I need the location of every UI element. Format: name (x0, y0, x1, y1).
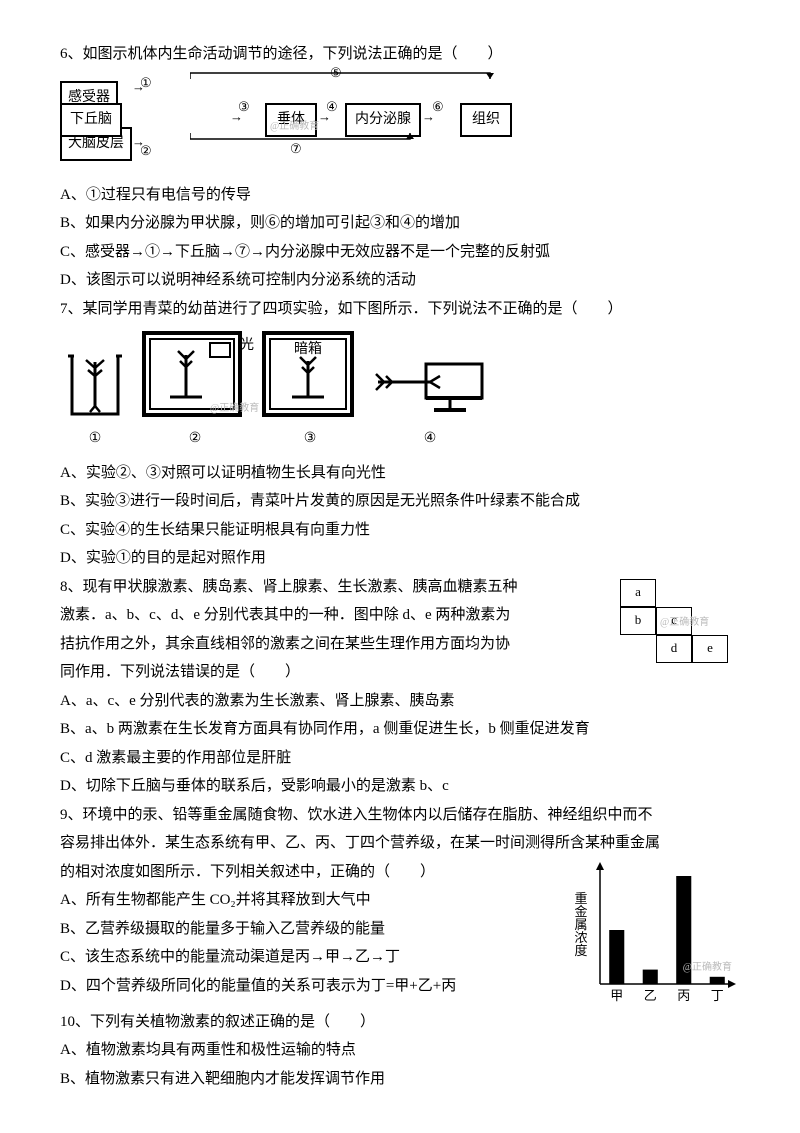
lbl-6: ⑥ (432, 95, 444, 120)
lbl-3: ③ (238, 95, 250, 120)
cell-c: c (656, 607, 692, 635)
q9-stem1: 9、环境中的汞、铅等重金属随食物、饮水进入生物体内以后储存在脂肪、神经组织中而不 (60, 801, 740, 830)
q7-D: D、实验①的目的是起对照作用 (60, 544, 740, 573)
lbl-5: ⑤ (330, 61, 342, 86)
lbl-1: ① (140, 71, 152, 96)
svg-text:甲: 甲 (610, 988, 623, 1003)
q6-A: A、①过程只有电信号的传导 (60, 181, 740, 210)
q6-stem: 6、如图示机体内生命活动调节的途径，下列说法正确的是（ ） (60, 40, 740, 69)
cell-e: e (692, 635, 728, 663)
q8-C: C、d 激素最主要的作用部位是肝脏 (60, 744, 740, 773)
q9-B: B、乙营养级摄取的能量多于输入乙营养级的能量 (60, 915, 560, 944)
node-xqn: 下丘脑 (60, 103, 122, 138)
cell-b: b (620, 607, 656, 635)
svg-text:乙: 乙 (644, 988, 657, 1003)
fig-label-1: ① (89, 426, 102, 453)
fig-label-3: ③ (304, 426, 317, 453)
q9-D: D、四个营养级所同化的能量值的关系可表示为丁=甲+乙+丙 (60, 972, 560, 1001)
q10-B: B、植物激素只有进入靶细胞内才能发挥调节作用 (60, 1065, 740, 1094)
fig-label-2: ② (189, 426, 202, 453)
node-zz: 组织 (460, 103, 512, 138)
cell-d: d (656, 635, 692, 663)
q8-stem2: 激素．a、b、c、d、e 分别代表其中的一种．图中除 d、e 两种激素为 (60, 601, 610, 630)
q8-B: B、a、b 两激素在生长发育方面具有协同作用，a 侧重促进生长，b 侧重促进发育 (60, 715, 740, 744)
svg-text:丁: 丁 (711, 988, 724, 1003)
fig-label-4: ④ (424, 426, 437, 453)
q8-stem3: 拮抗作用之外，其余直线相邻的激素之间在某些生理作用方面均为协 (60, 630, 610, 659)
q9-A: A、所有生物都能产生 CO₂并将其释放到大气中 (60, 886, 560, 915)
q8-grid: a b c d e @正确教育 (620, 573, 740, 663)
q8-D: D、切除下丘脑与垂体的联系后，受影响最小的是激素 b、c (60, 772, 740, 801)
q10-A: A、植物激素均具有两重性和极性运输的特点 (60, 1036, 740, 1065)
q7-B: B、实验③进行一段时间后，青菜叶片发黄的原因是无光照条件叶绿素不能合成 (60, 487, 740, 516)
q9-C: C、该生态系统中的能量流动渠道是丙→甲→乙→丁 (60, 943, 560, 972)
q8-block: 8、现有甲状腺激素、胰岛素、肾上腺素、生长激素、胰高血糖素五种 激素．a、b、c… (60, 573, 740, 687)
svg-text:重金属浓度: 重金属浓度 (573, 891, 588, 957)
q7-figures: ① 光 ② 暗箱 ③ (60, 329, 740, 453)
q8-A: A、a、c、e 分别代表的激素为生长激素、肾上腺素、胰岛素 (60, 687, 740, 716)
svg-text:丙: 丙 (677, 988, 690, 1003)
label-guang: 光 (240, 333, 254, 360)
lbl-7: ⑦ (290, 137, 302, 162)
q8-stem1: 8、现有甲状腺激素、胰岛素、肾上腺素、生长激素、胰高血糖素五种 (60, 573, 610, 602)
lbl-4: ④ (326, 95, 338, 120)
q9-stem2: 容易排出体外．某生态系统有甲、乙、丙、丁四个营养级，在某一时间测得所含某种重金属 (60, 829, 740, 858)
lbl-2: ② (140, 139, 152, 164)
q6-C: C、感受器→①→下丘脑→⑦→内分泌腺中无效应器不是一个完整的反射弧 (60, 238, 740, 267)
fig-horizontal: ④ (370, 344, 490, 453)
q9-bar-chart: 重金属浓度甲乙丙丁@正确教育 (570, 858, 740, 1008)
q7-stem: 7、某同学用青菜的幼苗进行了四项实验，如下图所示．下列说法不正确的是（ ） (60, 295, 740, 324)
svg-text:暗箱: 暗箱 (294, 341, 322, 357)
fig-dark-box: 暗箱 ③ (260, 329, 360, 453)
q6-B: B、如果内分泌腺为甲状腺，则⑥的增加可引起③和④的增加 (60, 209, 740, 238)
q6-D: D、该图示可以说明神经系统可控制内分泌系统的活动 (60, 266, 740, 295)
cell-a: a (620, 579, 656, 607)
q7-A: A、实验②、③对照可以证明植物生长具有向光性 (60, 459, 740, 488)
fig-beaker-1: ① (60, 344, 130, 453)
q10-stem: 10、下列有关植物激素的叙述正确的是（ ） (60, 1008, 740, 1037)
fig-box-light: 光 ② (140, 329, 250, 453)
q9-stem3: 的相对浓度如图所示．下列相关叙述中，正确的（ ） (60, 858, 560, 887)
q6-diagram: 感受器 大脑皮层 下丘脑 垂体 内分泌腺 组织 → ① → ② → ③ → ④ … (60, 75, 560, 175)
q8-stem4: 同作用．下列说法错误的是（ ） (60, 658, 610, 687)
q7-C: C、实验④的生长结果只能证明根具有向重力性 (60, 516, 740, 545)
